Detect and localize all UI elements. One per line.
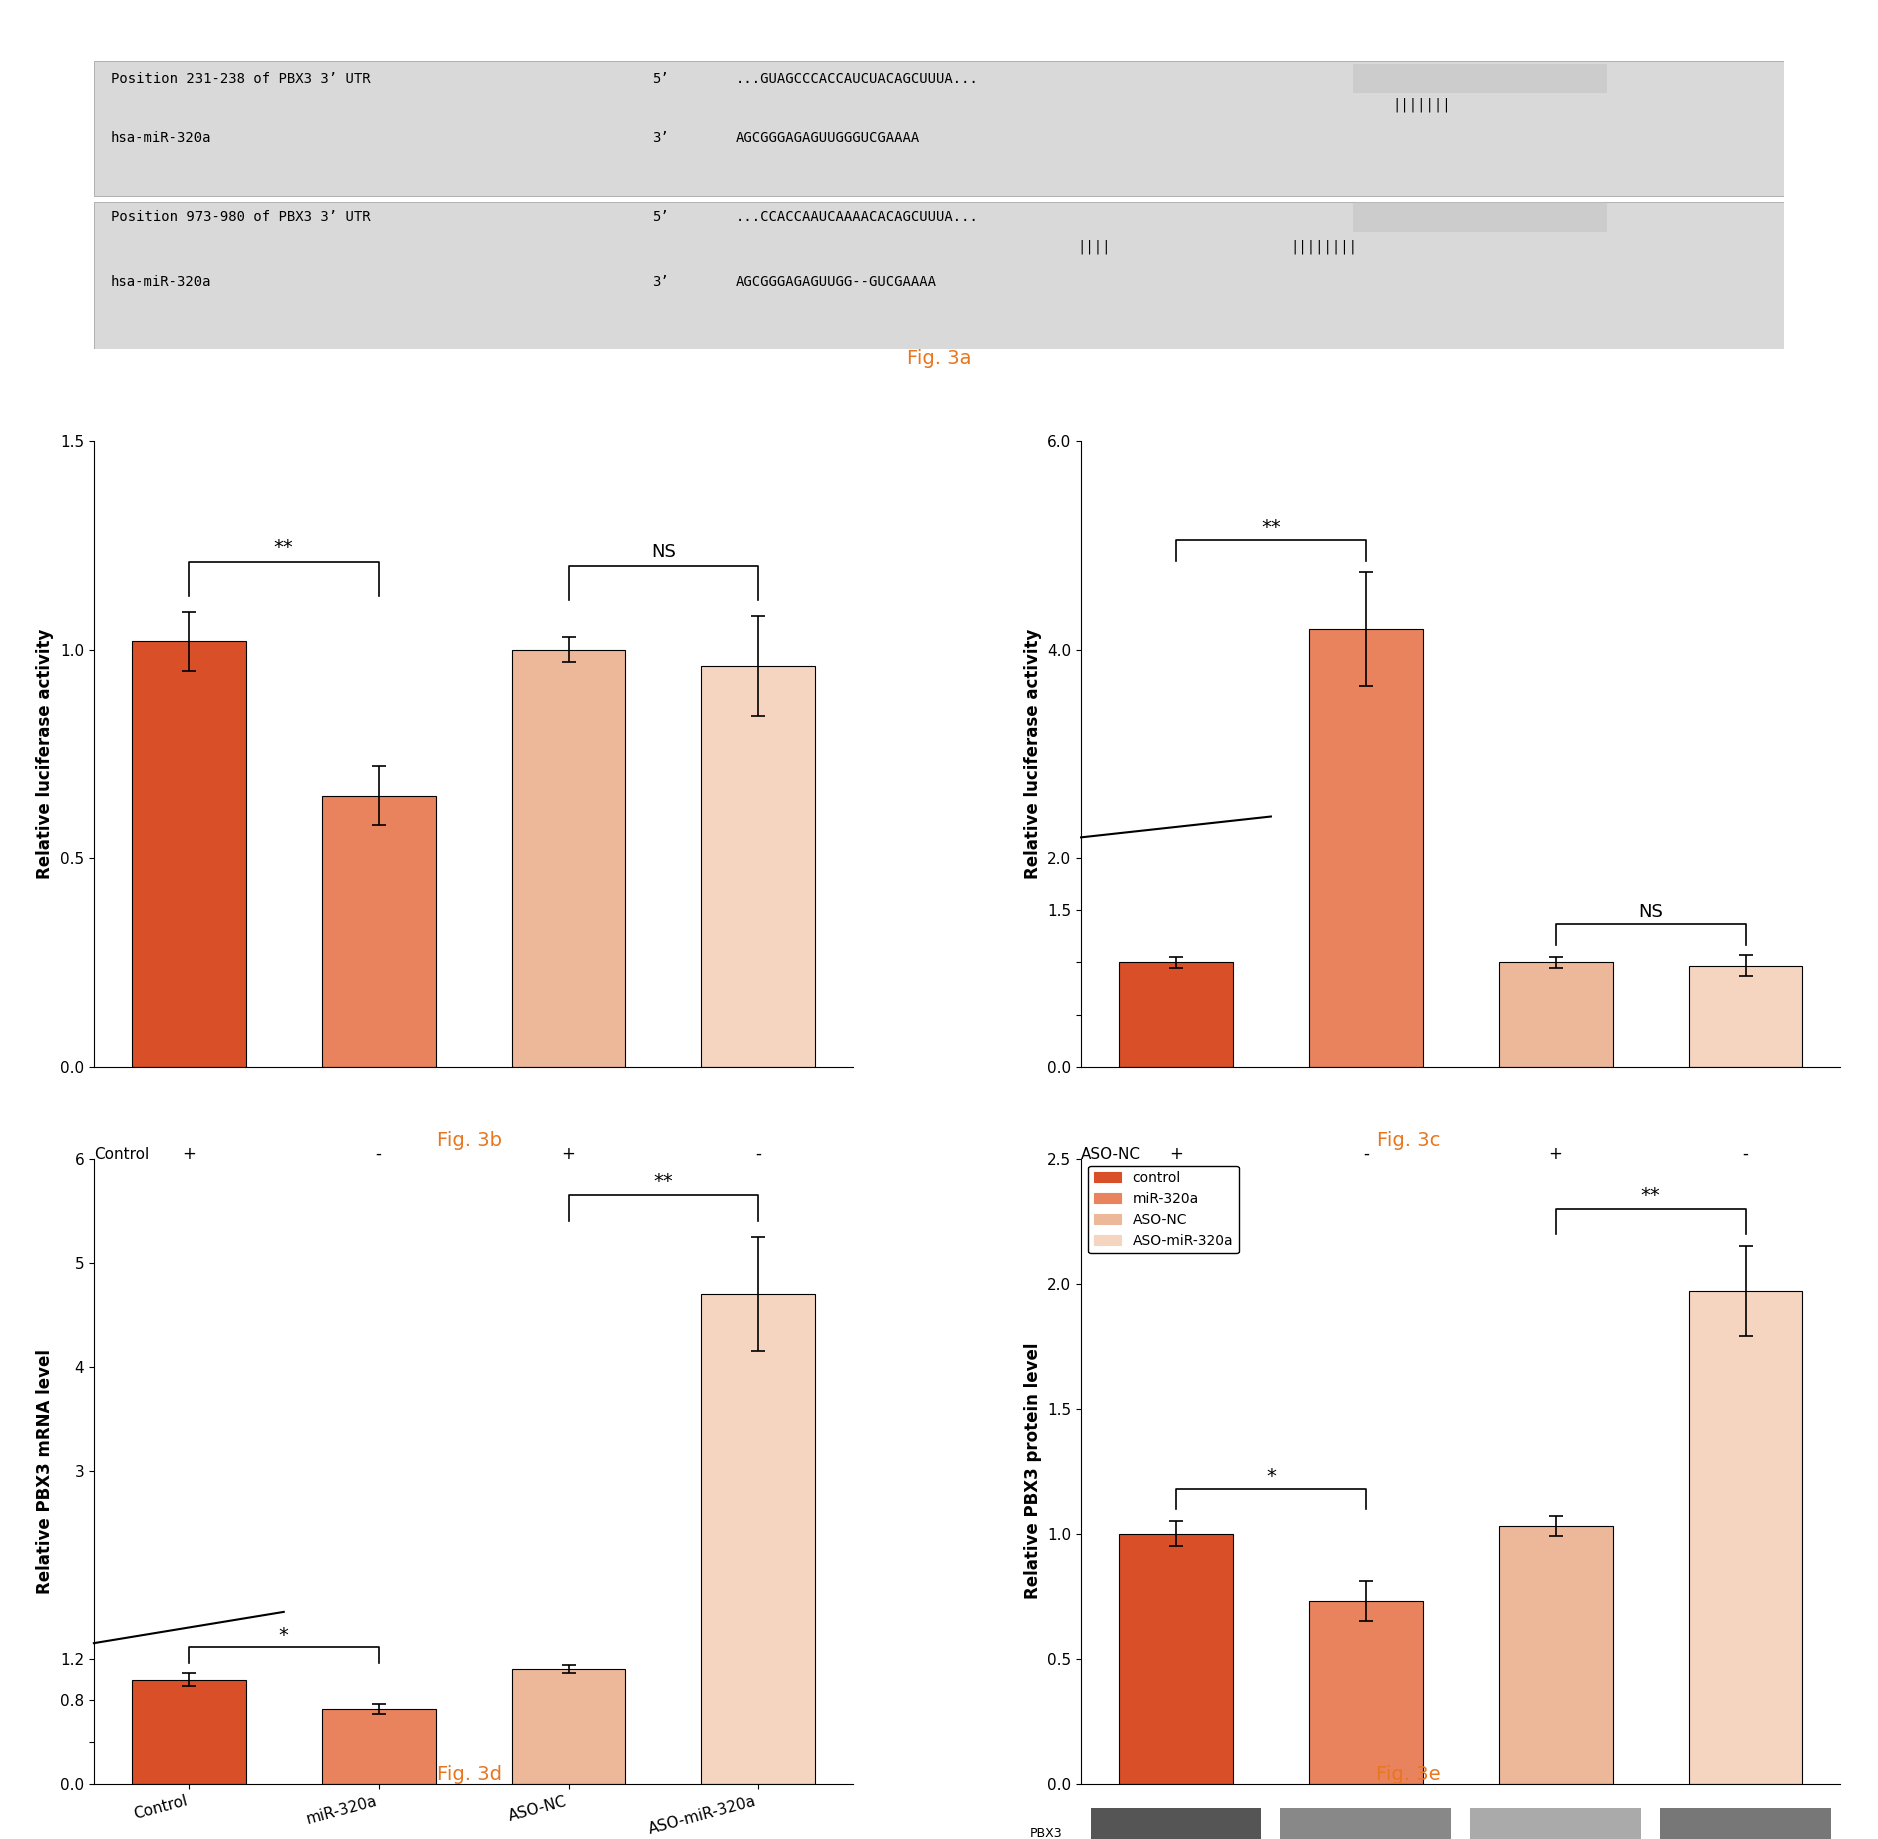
Y-axis label: Relative PBX3 mRNA level: Relative PBX3 mRNA level [36,1348,54,1594]
Text: AGCGGGAGAGUUGGGUCGAAAA: AGCGGGAGAGUUGGGUCGAAAA [736,131,920,145]
Text: -: - [1363,1315,1369,1331]
Text: AGCGGGAGAGUUGG--GUCGAAAA: AGCGGGAGAGUUGG--GUCGAAAA [736,274,937,289]
FancyBboxPatch shape [1352,202,1608,232]
Text: PBX3 3’UTR: PBX3 3’UTR [1082,1260,1172,1274]
FancyBboxPatch shape [1091,1808,1262,1839]
Bar [1499,962,1613,1067]
Bar [321,796,436,1067]
Bar [1499,1526,1613,1784]
Text: **: ** [654,1171,674,1192]
Text: |||||||: ||||||| [1392,97,1450,112]
Text: +: + [1549,1315,1562,1331]
Bar [1119,1534,1234,1784]
Text: PBX3: PBX3 [1029,1826,1063,1839]
Text: PBX3 3’UTR Mut: PBX3 3’UTR Mut [94,1315,218,1330]
Text: +: + [751,1315,764,1331]
Text: Fig. 3b: Fig. 3b [438,1131,501,1149]
Y-axis label: Relative luciferase activity: Relative luciferase activity [36,629,54,879]
Text: +: + [1170,1146,1183,1162]
Text: 5’: 5’ [652,72,669,86]
Bar [1309,1602,1424,1784]
Text: -: - [565,1258,571,1276]
Text: -: - [1174,1201,1179,1219]
FancyBboxPatch shape [1281,1808,1452,1839]
Bar [131,642,246,1067]
Text: -: - [755,1146,761,1162]
Text: -: - [1553,1201,1559,1219]
Text: Control: Control [94,1148,148,1162]
Text: ASO-NC: ASO-NC [1082,1148,1142,1162]
Text: +: + [182,1258,195,1276]
Text: +: + [182,1146,195,1162]
Text: Fig. 3c: Fig. 3c [1377,1131,1440,1149]
Bar [131,1679,246,1784]
Y-axis label: Relative luciferase activity: Relative luciferase activity [1024,629,1042,879]
Text: **: ** [1641,1186,1660,1205]
Text: +: + [562,1146,575,1162]
Text: PBX3 3’UTR Mut: PBX3 3’UTR Mut [1082,1315,1206,1330]
Text: ...GUAGCCCACCAUCUACAGCUUUA...: ...GUAGCCCACCAUCUACAGCUUUA... [736,72,978,86]
Bar [1688,965,1803,1067]
FancyBboxPatch shape [94,61,1784,197]
Text: Fig. 3a: Fig. 3a [907,349,971,368]
Text: -: - [1743,1146,1748,1162]
Text: -: - [376,1146,381,1162]
Text: ASO-miR-320a: ASO-miR-320a [1082,1203,1193,1217]
Text: +: + [1360,1258,1373,1276]
Text: -: - [755,1258,761,1276]
Legend: control, miR-320a, ASO-NC, ASO-miR-320a: control, miR-320a, ASO-NC, ASO-miR-320a [1087,1166,1239,1254]
FancyBboxPatch shape [1352,64,1608,94]
Bar [700,666,815,1067]
Text: -: - [565,1201,571,1219]
Text: +: + [372,1201,385,1219]
Text: -: - [376,1315,381,1331]
Text: +: + [1739,1201,1752,1219]
Text: **: ** [274,539,293,557]
Text: -: - [1743,1258,1748,1276]
Text: +: + [1360,1201,1373,1219]
Bar [511,649,625,1067]
Text: +: + [751,1201,764,1219]
Text: Fig. 3e: Fig. 3e [1377,1765,1440,1784]
FancyBboxPatch shape [94,202,1784,349]
FancyBboxPatch shape [1470,1808,1641,1839]
Bar [1309,629,1424,1067]
Text: +: + [1549,1146,1562,1162]
Text: -: - [186,1201,192,1219]
Bar [511,1670,625,1784]
Text: ||||: |||| [1078,239,1112,254]
Text: -: - [186,1315,192,1331]
Text: -: - [1553,1258,1559,1276]
Text: *: * [1266,1468,1275,1486]
Text: **: ** [1260,519,1281,537]
Text: 5’: 5’ [652,210,669,224]
Text: PBX3 3’UTR: PBX3 3’UTR [94,1260,184,1274]
Text: -: - [1363,1146,1369,1162]
Text: miR-320a: miR-320a [94,1203,167,1217]
Text: hsa-miR-320a: hsa-miR-320a [111,274,212,289]
Text: ...CCACCAAUCAAAACACAGCUUUA...: ...CCACCAAUCAAAACACAGCUUUA... [736,210,978,224]
Text: Fig. 3d: Fig. 3d [438,1765,501,1784]
Text: +: + [1739,1315,1752,1331]
Bar [700,1295,815,1784]
Bar [1119,962,1234,1067]
Text: +: + [562,1315,575,1331]
Text: 3’: 3’ [652,274,669,289]
Text: Position 231-238 of PBX3 3’ UTR: Position 231-238 of PBX3 3’ UTR [111,72,370,86]
Text: Position 973-980 of PBX3 3’ UTR: Position 973-980 of PBX3 3’ UTR [111,210,370,224]
Bar [1688,1291,1803,1784]
Text: *: * [278,1626,289,1644]
Text: +: + [372,1258,385,1276]
Text: -: - [1174,1315,1179,1331]
Text: 3’: 3’ [652,131,669,145]
Text: NS: NS [1638,903,1664,921]
Bar [321,1708,436,1784]
Text: hsa-miR-320a: hsa-miR-320a [111,131,212,145]
Text: +: + [1170,1258,1183,1276]
Text: ||||||||: |||||||| [1290,239,1358,254]
Y-axis label: Relative PBX3 protein level: Relative PBX3 protein level [1024,1342,1042,1600]
Text: NS: NS [652,543,676,561]
FancyBboxPatch shape [1660,1808,1831,1839]
